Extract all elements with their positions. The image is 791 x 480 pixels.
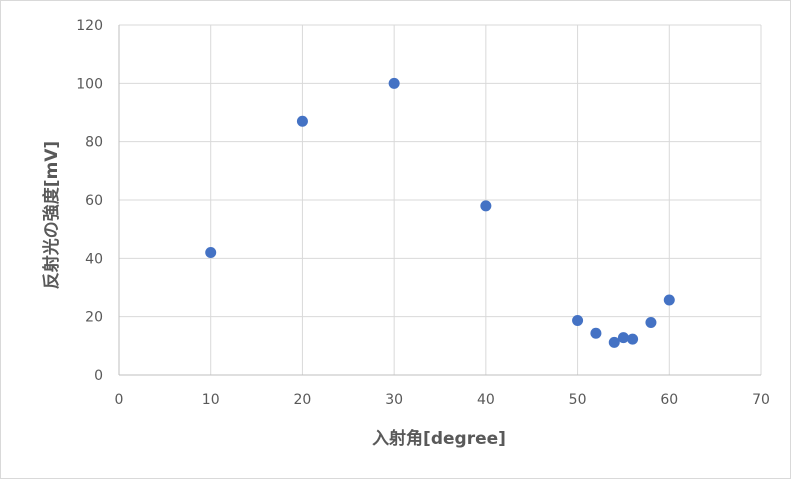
- data-point: [480, 200, 492, 212]
- x-tick-label: 50: [569, 392, 587, 408]
- x-tick-label: 40: [477, 392, 495, 408]
- data-point: [205, 247, 217, 258]
- y-axis-title: 反射光の強度[mV]: [41, 141, 62, 289]
- x-tick-label: 20: [294, 392, 312, 408]
- tick-labels: 0 10 20 30 40 50 60 70 0 20 40 60 80 100 120: [76, 18, 770, 408]
- data-point: [590, 327, 602, 339]
- y-tick-label: 80: [85, 135, 103, 151]
- y-tick-label: 60: [85, 193, 103, 209]
- x-axis-title: 入射角[degree]: [372, 428, 506, 449]
- data-point: [627, 333, 639, 345]
- x-tick-label: 0: [115, 392, 124, 408]
- x-tick-label: 10: [202, 392, 220, 408]
- data-point: [572, 314, 584, 326]
- data-point: [296, 115, 308, 127]
- gridlines: [119, 24, 762, 375]
- y-tick-label: 40: [85, 251, 103, 267]
- data-point: [645, 317, 657, 328]
- y-tick-label: 120: [76, 18, 103, 34]
- data-point: [617, 332, 629, 344]
- data-point: [608, 336, 620, 348]
- data-points: [205, 77, 675, 348]
- axes: [118, 25, 761, 376]
- data-point: [388, 77, 400, 89]
- y-tick-label: 100: [76, 76, 103, 92]
- x-tick-label: 60: [660, 392, 678, 408]
- data-point: [663, 294, 675, 306]
- y-tick-label: 20: [85, 310, 103, 326]
- x-tick-label: 30: [385, 392, 403, 408]
- x-tick-label: 70: [752, 392, 770, 408]
- y-tick-label: 0: [94, 368, 103, 384]
